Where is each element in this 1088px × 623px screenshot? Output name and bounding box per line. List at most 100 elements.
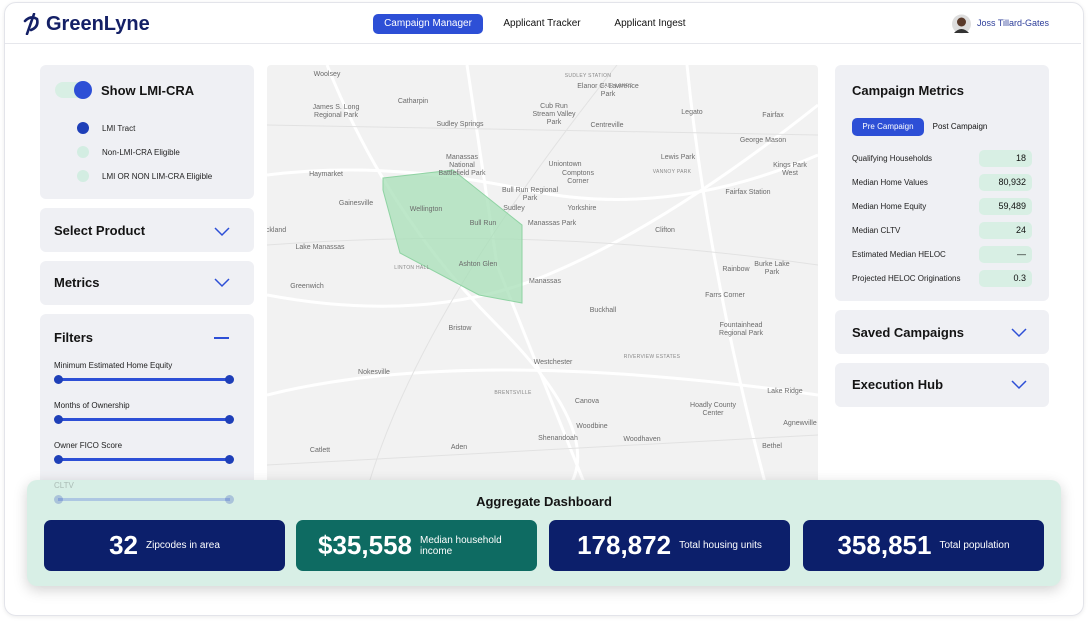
metrics-title: Campaign Metrics <box>852 83 964 98</box>
stat-card: 32 Zipcodes in area <box>44 520 285 571</box>
map-label: ckland <box>267 227 287 234</box>
tab[interactable]: Campaign Manager <box>373 14 483 34</box>
legend-swatches <box>77 122 89 182</box>
filter-label: Months of Ownership <box>54 401 130 410</box>
map[interactable]: Woolsey Catharpin James S. Long Regional P… <box>267 65 818 490</box>
map-label: Haymarket <box>309 171 343 178</box>
frame <box>4 2 1084 616</box>
section-title: Saved Campaigns <box>852 325 964 340</box>
metric-value: 18 <box>979 150 1032 167</box>
map-label: Elanor C. Lawrence Park <box>577 83 639 98</box>
map-label: Woodbine <box>576 423 608 430</box>
slider-handle[interactable] <box>225 455 234 464</box>
map-label: Gainesville <box>338 200 374 207</box>
stat-value: 358,851 <box>837 530 932 560</box>
map-graphics <box>267 65 818 490</box>
map-label: Bristow <box>448 325 472 332</box>
legend-item: Non-LMI-CRA Eligible <box>102 148 180 157</box>
logo <box>23 13 39 35</box>
stat-label: Total population <box>939 540 1010 551</box>
slider-track[interactable] <box>58 378 230 381</box>
select-product[interactable] <box>40 208 254 252</box>
metric-label: Median Home Equity <box>852 202 927 211</box>
metrics-tab[interactable]: Post Campaign <box>932 122 988 131</box>
map-label: Westchester <box>533 359 573 366</box>
map-label: Yorkshire <box>567 205 597 212</box>
avatar <box>952 14 971 34</box>
map-label: Buckhall <box>589 307 617 314</box>
toggle[interactable] <box>55 80 93 100</box>
tab[interactable]: Applicant Tracker <box>503 18 581 29</box>
metric-label: Estimated Median HELOC <box>852 250 946 259</box>
metric-value: 0.3 <box>979 270 1032 287</box>
map-label: Nokesville <box>358 369 390 376</box>
metric-value: — <box>979 246 1032 263</box>
slider-handle[interactable] <box>225 415 234 424</box>
chevron[interactable] <box>1011 380 1027 390</box>
map-label: Woodhaven <box>623 436 661 443</box>
map-label: Rainbow <box>722 266 750 273</box>
stat-card: $35,558 Median household income <box>296 520 537 571</box>
brand: GreenLyne <box>46 13 150 35</box>
tab[interactable]: Applicant Ingest <box>614 18 686 29</box>
map-label: Bull Run Regional Park <box>501 187 559 202</box>
map-label: Agnewville <box>783 420 817 427</box>
metric-label: Median Home Values <box>852 178 928 187</box>
slider-track[interactable] <box>58 458 230 461</box>
stat-value: 178,872 <box>577 530 672 560</box>
map-label: Manassas National Battlefield Park <box>438 154 486 177</box>
map-label: Farrs Corner <box>705 292 745 299</box>
map-label: Uniontown <box>548 161 582 168</box>
metric-label: Median CLTV <box>852 226 901 235</box>
map-label: Comptons Corner <box>562 170 594 185</box>
map-label: Wellington <box>409 206 443 213</box>
slider-handle[interactable] <box>54 415 63 424</box>
stat-value: $35,558 <box>318 530 412 560</box>
saved-campaigns[interactable] <box>835 310 1049 354</box>
map-label: VANNOY PARK <box>652 169 692 175</box>
map-label: Hoadly County Center <box>690 402 736 417</box>
metric-value: 80,932 <box>979 174 1032 191</box>
chevron[interactable] <box>1011 328 1027 338</box>
map-label: Fairfax <box>762 112 784 119</box>
filter-label: Owner FICO Score <box>54 441 123 450</box>
map-label: Lake Ridge <box>767 388 803 395</box>
map-label: Woolsey <box>313 71 341 78</box>
chevron[interactable] <box>214 278 230 288</box>
metric-label: Qualifying Households <box>852 154 933 163</box>
execution-hub[interactable] <box>835 363 1049 407</box>
map-label: George Mason <box>739 137 787 144</box>
metrics-tab[interactable]: Pre Campaign <box>852 118 924 136</box>
stat-card: 358,851 Total population <box>803 520 1044 571</box>
chevron[interactable] <box>214 227 230 237</box>
section-title: Metrics <box>54 275 100 290</box>
map-label: Lake Manassas <box>295 244 345 251</box>
collapse-icon[interactable] <box>214 337 229 339</box>
map-label: RIVERVIEW ESTATES <box>623 354 681 360</box>
map-label: Legato <box>681 109 703 116</box>
section-title: Execution Hub <box>852 377 944 392</box>
map-label: BRENTSVILLE <box>494 390 532 396</box>
map-label: Canova <box>574 398 600 405</box>
map-label: LINTON HALL <box>394 265 430 271</box>
stat-label: Zipcodes in area <box>145 540 220 551</box>
legend-item: LMI Tract <box>102 124 136 133</box>
stat-value: 32 <box>109 530 138 560</box>
user-name[interactable]: Joss Tillard-Gates <box>977 18 1050 28</box>
map-label: Aden <box>450 444 468 451</box>
filter-label: CLTV <box>54 481 74 490</box>
slider-handle[interactable] <box>54 375 63 384</box>
map-label: Burke Lake Park <box>754 261 790 276</box>
metric-value: 24 <box>979 222 1032 239</box>
map-label: Sudley <box>503 205 525 212</box>
map-label: Centreville <box>590 122 624 129</box>
filter-label: Minimum Estimated Home Equity <box>54 361 173 370</box>
slider-handle[interactable] <box>225 495 234 504</box>
slider-track[interactable] <box>58 418 230 421</box>
section-title: Filters <box>54 330 94 345</box>
slider-handle[interactable] <box>54 495 63 504</box>
slider-track[interactable] <box>58 498 230 501</box>
slider-handle[interactable] <box>54 455 63 464</box>
slider-handle[interactable] <box>225 375 234 384</box>
map-label: Greenwich <box>290 283 324 290</box>
